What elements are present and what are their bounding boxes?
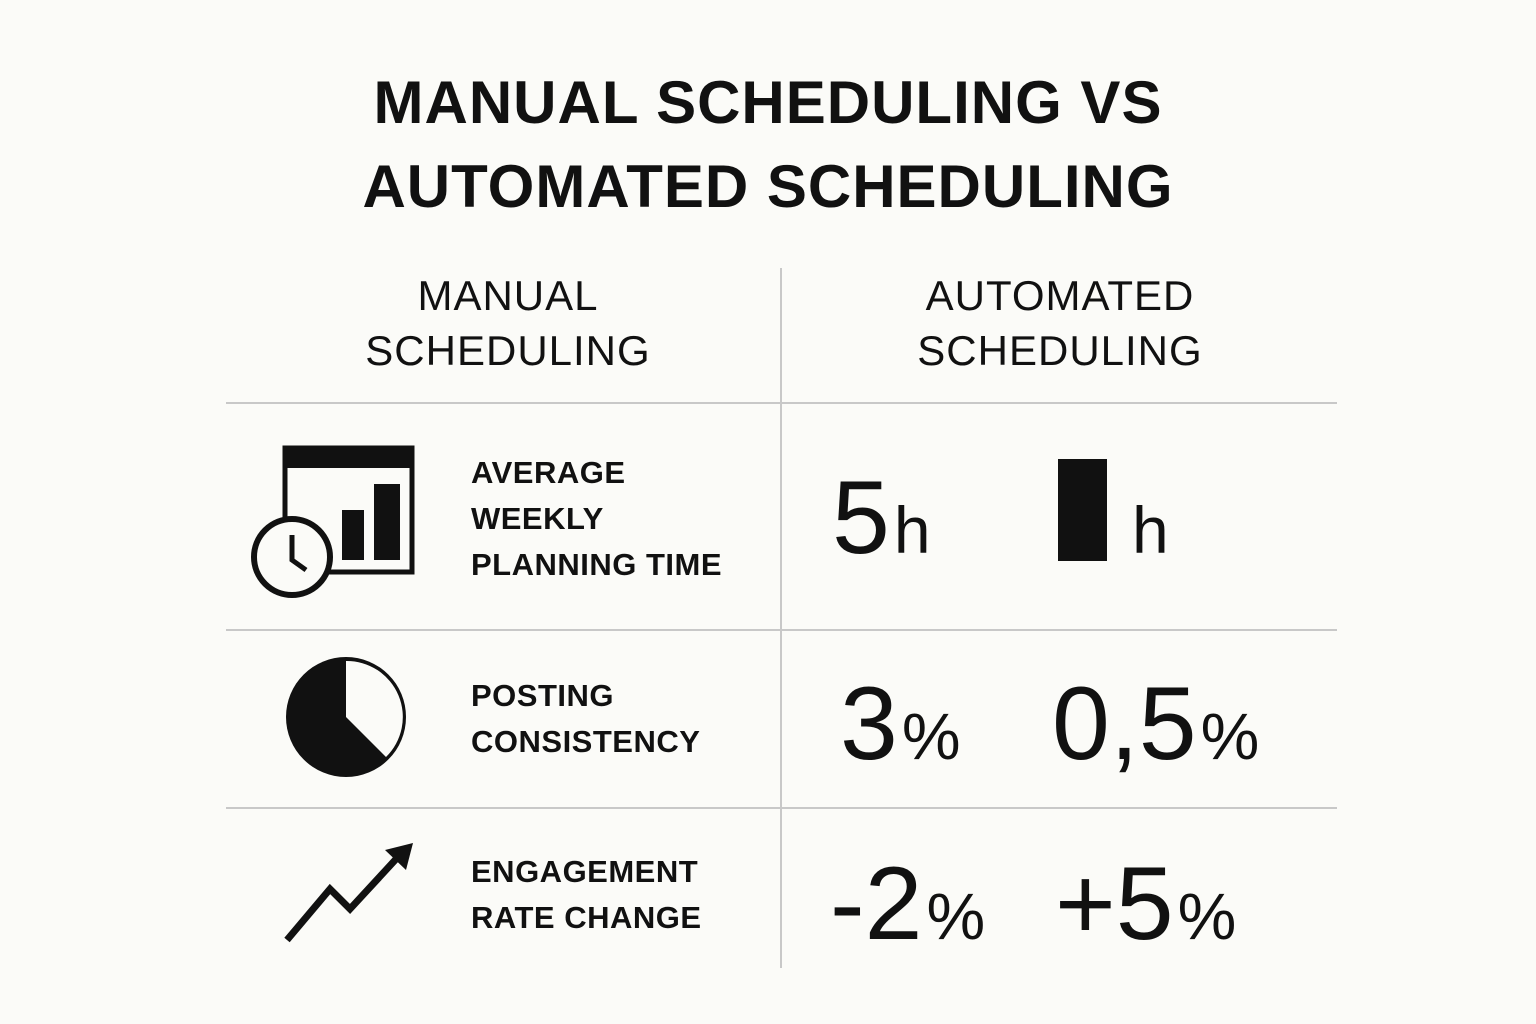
calendar-icon xyxy=(251,445,415,598)
value: 0,5% xyxy=(1052,672,1259,776)
value-number: 5 xyxy=(832,460,890,576)
value-number: -2 xyxy=(830,846,923,962)
value-unit: % xyxy=(1177,879,1237,953)
value: 5h xyxy=(832,466,931,570)
value-unit: % xyxy=(901,699,961,773)
row-label: ENGAGEMENT xyxy=(471,854,699,889)
table-lines xyxy=(226,268,1337,968)
column-header: SCHEDULING xyxy=(365,327,651,374)
column-header: MANUAL xyxy=(417,272,599,319)
title: MANUAL SCHEDULING VS xyxy=(373,69,1163,136)
value-number: 0,5 xyxy=(1052,666,1197,782)
row-label: POSTING xyxy=(471,678,615,713)
trend-icon xyxy=(284,843,413,943)
value: -2% xyxy=(830,852,985,956)
row-label: RATE CHANGE xyxy=(471,900,702,935)
row-label: PLANNING TIME xyxy=(471,547,723,582)
column-header: AUTOMATED xyxy=(925,272,1195,319)
row-label: CONSISTENCY xyxy=(471,724,701,759)
value: +5% xyxy=(1055,852,1236,956)
row-label: WEEKLY xyxy=(471,501,604,536)
value-block xyxy=(1058,459,1107,561)
column-header: SCHEDULING xyxy=(917,327,1203,374)
value: 3% xyxy=(840,672,961,776)
value-unit: h xyxy=(1132,493,1169,567)
pie-icon xyxy=(286,657,406,777)
value: h xyxy=(1128,466,1169,570)
value-number: 3 xyxy=(840,666,898,782)
value-unit: % xyxy=(926,879,986,953)
value-number: +5 xyxy=(1055,846,1174,962)
title: AUTOMATED SCHEDULING xyxy=(362,153,1174,220)
row-label: AVERAGE xyxy=(471,455,626,490)
value-unit: % xyxy=(1200,699,1260,773)
value-unit: h xyxy=(893,493,931,567)
